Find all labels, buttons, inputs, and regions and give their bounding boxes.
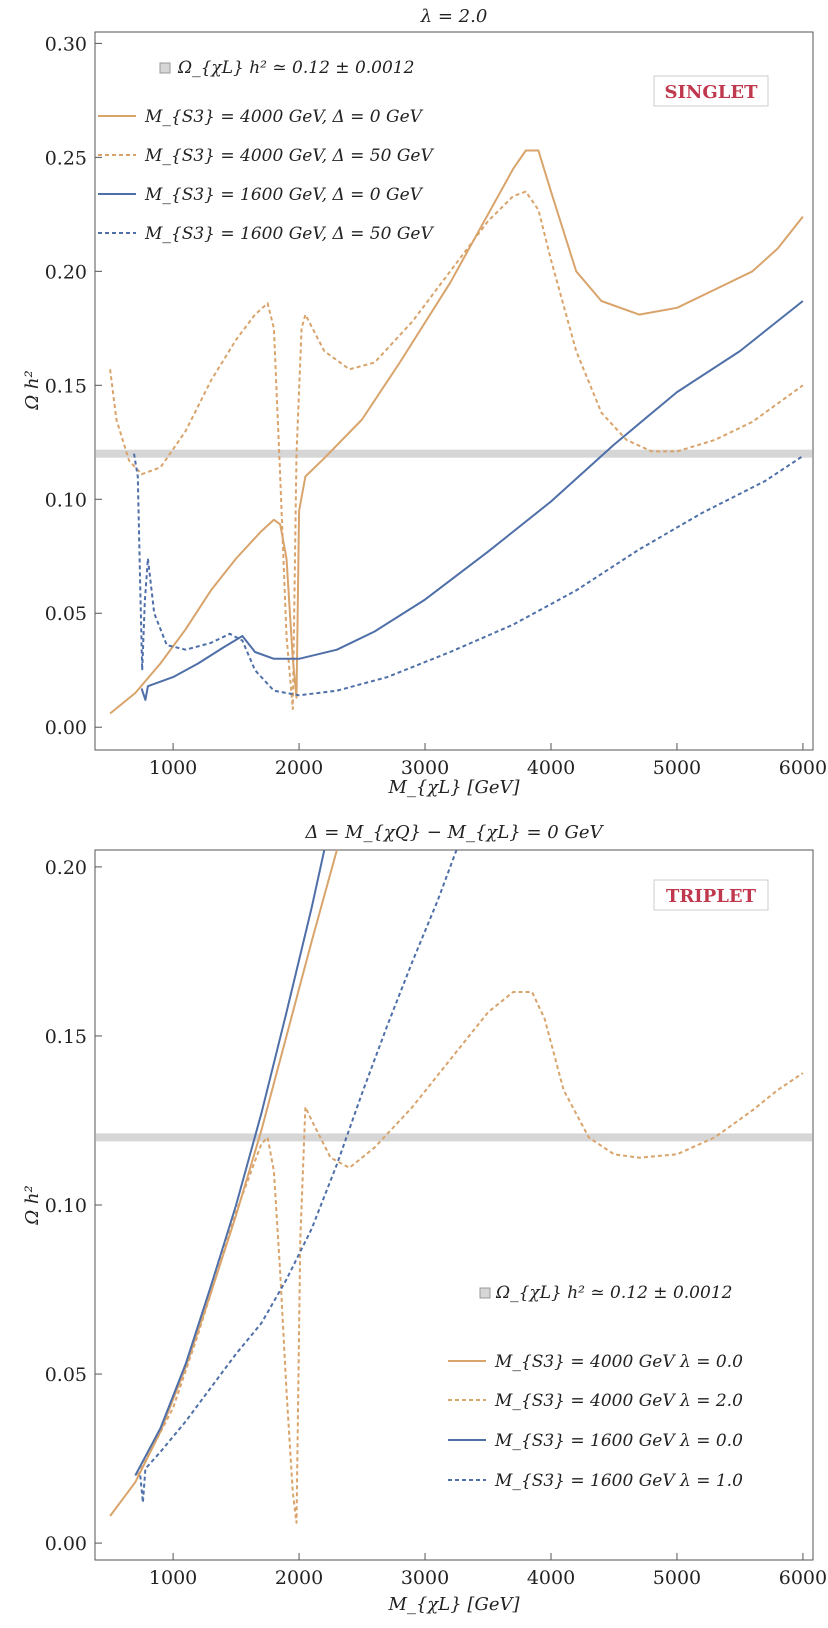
triplet-legend-label-0: M_{S3} = 4000 GeV λ = 0.0 bbox=[494, 1352, 743, 1372]
singlet-plot: λ = 2.0 1000 2000 3000 4000 5000 6000 0.00 0.05… bbox=[22, 6, 827, 798]
triplet-series-0 bbox=[109, 850, 338, 1517]
triplet-series-group bbox=[109, 850, 804, 1524]
singlet-band-legend-swatch bbox=[159, 62, 171, 74]
triplet-legend: Ω_{χL} h² ≃ 0.12 ± 0.0012 M_{S3} = 4000 … bbox=[448, 1283, 743, 1491]
singlet-legend: Ω_{χL} h² ≃ 0.12 ± 0.0012 M_{S3} = 4000 … bbox=[98, 58, 434, 244]
singlet-x-tick-label-4: 5000 bbox=[653, 757, 701, 779]
singlet-y-axis-label: Ω h² bbox=[22, 370, 43, 410]
triplet-badge-label: TRIPLET bbox=[666, 886, 757, 907]
singlet-series-2 bbox=[140, 300, 804, 701]
singlet-plot-frame bbox=[94, 31, 814, 751]
singlet-y-tick-label-6: 0.30 bbox=[45, 33, 87, 55]
singlet-axis-ticks: 1000 2000 3000 4000 5000 6000 0.00 0.05 0.10 0.15… bbox=[45, 33, 827, 779]
singlet-y-tick-label-1: 0.05 bbox=[45, 603, 87, 625]
triplet-x-axis-label: M_{χL} [GeV] bbox=[388, 1594, 521, 1615]
triplet-series-1 bbox=[136, 991, 804, 1524]
triplet-series-2 bbox=[134, 850, 326, 1476]
singlet-y-tick-label-5: 0.25 bbox=[45, 147, 87, 169]
singlet-band-legend-label: Ω_{χL} h² ≃ 0.12 ± 0.0012 bbox=[177, 58, 414, 78]
triplet-axis-ticks: 1000 2000 3000 4000 5000 6000 0.00 0.05 0.10 0.15… bbox=[45, 857, 827, 1589]
triplet-x-tick-label-4: 5000 bbox=[653, 1567, 701, 1589]
triplet-x-tick-label-0: 1000 bbox=[149, 1567, 197, 1589]
singlet-y-tick-label-0: 0.00 bbox=[45, 717, 87, 739]
triplet-plot-title: Δ = M_{χQ} − M_{χL} = 0 GeV bbox=[305, 822, 605, 843]
triplet-legend-label-2: M_{S3} = 1600 GeV λ = 0.0 bbox=[494, 1431, 743, 1451]
singlet-x-tick-label-1: 2000 bbox=[275, 757, 323, 779]
singlet-legend-label-2: M_{S3} = 1600 GeV, Δ = 0 GeV bbox=[144, 185, 424, 205]
triplet-badge: TRIPLET bbox=[653, 879, 769, 911]
singlet-series-group bbox=[109, 149, 804, 715]
triplet-legend-label-3: M_{S3} = 1600 GeV λ = 1.0 bbox=[494, 1471, 743, 1491]
singlet-x-axis-label: M_{χL} [GeV] bbox=[388, 777, 521, 798]
singlet-badge: SINGLET bbox=[653, 75, 769, 107]
triplet-relic-band bbox=[96, 1133, 812, 1142]
singlet-y-tick-label-4: 0.20 bbox=[45, 261, 87, 283]
triplet-y-tick-label-2: 0.10 bbox=[45, 1195, 87, 1217]
singlet-x-tick-label-0: 1000 bbox=[149, 757, 197, 779]
triplet-x-tick-label-1: 2000 bbox=[275, 1567, 323, 1589]
triplet-plot: Δ = M_{χQ} − M_{χL} = 0 GeV 1000 2000 3000… bbox=[22, 822, 827, 1615]
singlet-plot-title: λ = 2.0 bbox=[420, 6, 488, 27]
singlet-badge-box bbox=[653, 75, 769, 107]
triplet-band-legend-swatch bbox=[479, 1287, 491, 1299]
triplet-y-tick-label-3: 0.15 bbox=[45, 1026, 87, 1048]
singlet-legend-label-3: M_{S3} = 1600 GeV, Δ = 50 GeV bbox=[144, 224, 434, 244]
singlet-x-tick-label-2: 3000 bbox=[401, 757, 449, 779]
singlet-series-1 bbox=[109, 190, 804, 710]
triplet-y-tick-label-0: 0.00 bbox=[45, 1533, 87, 1555]
singlet-y-tick-label-3: 0.15 bbox=[45, 375, 87, 397]
triplet-x-tick-label-5: 6000 bbox=[779, 1567, 827, 1589]
singlet-relic-band bbox=[96, 449, 812, 458]
triplet-x-tick-label-3: 4000 bbox=[527, 1567, 575, 1589]
singlet-badge-label: SINGLET bbox=[664, 82, 758, 103]
triplet-x-tick-label-2: 3000 bbox=[401, 1567, 449, 1589]
triplet-series-3 bbox=[139, 850, 458, 1504]
singlet-legend-label-0: M_{S3} = 4000 GeV, Δ = 0 GeV bbox=[144, 107, 424, 127]
triplet-y-tick-label-1: 0.05 bbox=[45, 1364, 87, 1386]
triplet-band-legend-label: Ω_{χL} h² ≃ 0.12 ± 0.0012 bbox=[495, 1283, 732, 1303]
triplet-badge-box bbox=[653, 879, 769, 911]
singlet-series-3 bbox=[133, 453, 804, 697]
triplet-y-axis-label: Ω h² bbox=[22, 1185, 43, 1225]
singlet-legend-label-1: M_{S3} = 4000 GeV, Δ = 50 GeV bbox=[144, 146, 434, 166]
triplet-plot-frame bbox=[94, 849, 814, 1561]
singlet-series-0 bbox=[109, 149, 804, 715]
triplet-legend-label-1: M_{S3} = 4000 GeV λ = 2.0 bbox=[494, 1391, 743, 1411]
singlet-x-tick-label-5: 6000 bbox=[779, 757, 827, 779]
singlet-y-tick-label-2: 0.10 bbox=[45, 489, 87, 511]
triplet-y-tick-label-4: 0.20 bbox=[45, 857, 87, 879]
singlet-x-tick-label-3: 4000 bbox=[527, 757, 575, 779]
